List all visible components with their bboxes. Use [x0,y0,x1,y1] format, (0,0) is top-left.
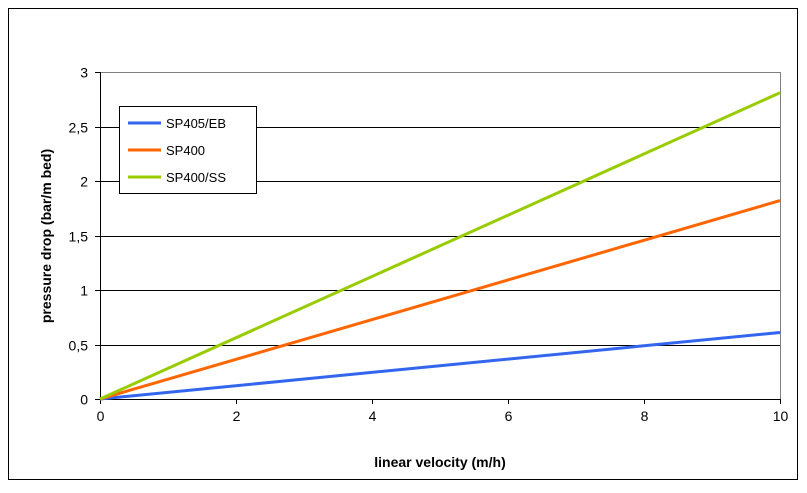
x-tick-label: 2 [233,408,241,424]
series-lines [99,91,781,401]
tick-labels: 0 0,5 1 1,5 2 2,5 3 0 2 4 6 8 10 [69,65,789,425]
chart-border [8,8,798,480]
x-tick-label: 10 [773,408,789,424]
y-tick-label: 0 [80,392,88,408]
y-tick-label: 1,5 [69,229,89,245]
series-line-1 [99,199,781,401]
x-tick-label: 4 [369,408,377,424]
y-tick-label: 3 [80,65,88,81]
y-tick-label: 2 [80,174,88,190]
x-tick-label: 0 [97,408,105,424]
series-line-2 [99,91,781,401]
legend-label: SP400 [166,143,205,158]
legend-label: SP400/SS [166,170,226,185]
y-axis-title: pressure drop (bar/m bed) [38,149,54,323]
y-tick-label: 2,5 [69,120,89,136]
y-tick-label: 0,5 [69,338,89,354]
x-tick-label: 6 [505,408,513,424]
series-line-0 [99,331,781,401]
legend: SP405/EB SP400 SP400/SS [119,106,257,194]
legend-label: SP405/EB [166,116,226,131]
axes [95,72,781,404]
y-tick-label: 1 [80,283,88,299]
x-tick-label: 8 [641,408,649,424]
x-axis-title: linear velocity (m/h) [374,454,505,470]
